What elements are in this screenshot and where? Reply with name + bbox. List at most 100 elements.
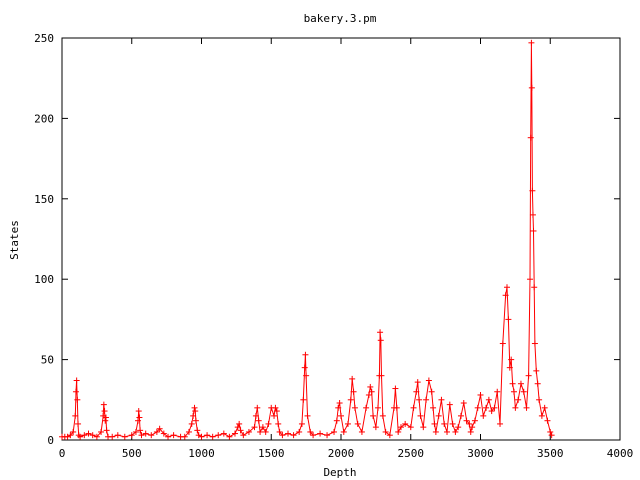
data-point	[471, 417, 478, 424]
y-axis: 0 50 100 150 200 250	[34, 32, 620, 447]
data-point	[170, 432, 177, 439]
data-point	[529, 187, 536, 194]
data-point	[160, 430, 167, 437]
data-point	[438, 396, 445, 403]
data-point	[420, 424, 427, 431]
data-point	[103, 427, 110, 434]
data-point	[527, 276, 534, 283]
data-point	[395, 428, 402, 435]
data-point	[255, 417, 262, 424]
data-point	[74, 396, 81, 403]
data-point	[109, 433, 116, 440]
data-point	[73, 377, 80, 384]
data-point	[544, 417, 551, 424]
data-point	[300, 396, 307, 403]
data-point	[358, 428, 365, 435]
data-point	[310, 432, 317, 439]
plot-frame	[61, 37, 621, 441]
data-point	[407, 424, 414, 431]
data-point	[338, 412, 344, 419]
data-point	[185, 428, 192, 435]
data-point	[335, 404, 342, 411]
data-point	[430, 404, 437, 411]
data-point	[331, 428, 338, 435]
data-point	[257, 428, 264, 435]
data-point	[128, 432, 135, 439]
data-point	[265, 420, 272, 427]
data-point	[531, 284, 538, 291]
data-point	[467, 428, 474, 435]
data-point	[190, 412, 197, 419]
data-point	[446, 401, 453, 408]
data-point	[449, 420, 456, 427]
data-point	[324, 432, 331, 439]
data-point	[392, 385, 399, 392]
data-point	[252, 412, 259, 419]
data-point	[192, 408, 199, 415]
series-layer	[59, 39, 555, 440]
data-point	[393, 404, 400, 411]
data-point	[523, 404, 530, 411]
data-point	[344, 420, 351, 427]
data-point	[416, 396, 423, 403]
data-point	[485, 396, 492, 403]
data-point	[137, 427, 144, 434]
data-point	[417, 412, 424, 419]
data-point	[499, 340, 506, 347]
data-point	[491, 404, 498, 411]
data-point	[372, 424, 379, 431]
data-point	[510, 388, 517, 395]
data-point	[273, 408, 280, 415]
data-point	[290, 432, 297, 439]
data-point	[349, 375, 356, 382]
data-point	[370, 412, 377, 419]
data-point	[262, 428, 269, 435]
data-point	[368, 388, 375, 395]
data-point	[350, 388, 357, 395]
data-point	[251, 424, 258, 431]
y-axis-label: States	[8, 220, 21, 260]
x-tick-label: 3000	[467, 447, 494, 460]
x-tick-label: 1000	[188, 447, 215, 460]
data-point	[528, 84, 535, 91]
data-point	[377, 337, 384, 344]
x-tick-label: 0	[59, 447, 66, 460]
data-point	[367, 383, 374, 390]
data-point	[271, 412, 278, 419]
x-tick-label: 4000	[607, 447, 634, 460]
y-tick-label: 200	[34, 112, 54, 125]
data-point	[307, 428, 314, 435]
data-point	[254, 404, 261, 411]
data-point	[413, 388, 420, 395]
data-point	[531, 340, 538, 347]
data-point	[303, 372, 310, 379]
data-point	[512, 404, 519, 411]
data-point	[397, 424, 404, 431]
data-point	[536, 396, 543, 403]
data-point	[245, 428, 252, 435]
data-point	[508, 356, 515, 363]
data-point	[237, 427, 244, 434]
data-point	[379, 412, 386, 419]
data-point	[488, 408, 495, 415]
data-point	[365, 391, 372, 398]
data-point	[138, 432, 145, 439]
y-tick-label: 0	[47, 434, 54, 447]
y-tick-label: 250	[34, 32, 54, 45]
data-point	[480, 412, 487, 419]
data-point	[386, 432, 393, 439]
data-point	[402, 420, 409, 427]
data-point	[93, 433, 100, 440]
data-point	[259, 424, 266, 431]
y-tick-label: 100	[34, 273, 54, 286]
data-point	[520, 388, 527, 395]
data-point	[547, 428, 554, 435]
data-point	[525, 372, 532, 379]
data-point	[304, 412, 311, 419]
data-point	[504, 284, 511, 291]
data-point	[100, 401, 107, 408]
data-point	[494, 388, 501, 395]
chart-title: bakery.3.pm	[304, 12, 377, 25]
data-point	[455, 424, 462, 431]
data-point	[452, 428, 459, 435]
